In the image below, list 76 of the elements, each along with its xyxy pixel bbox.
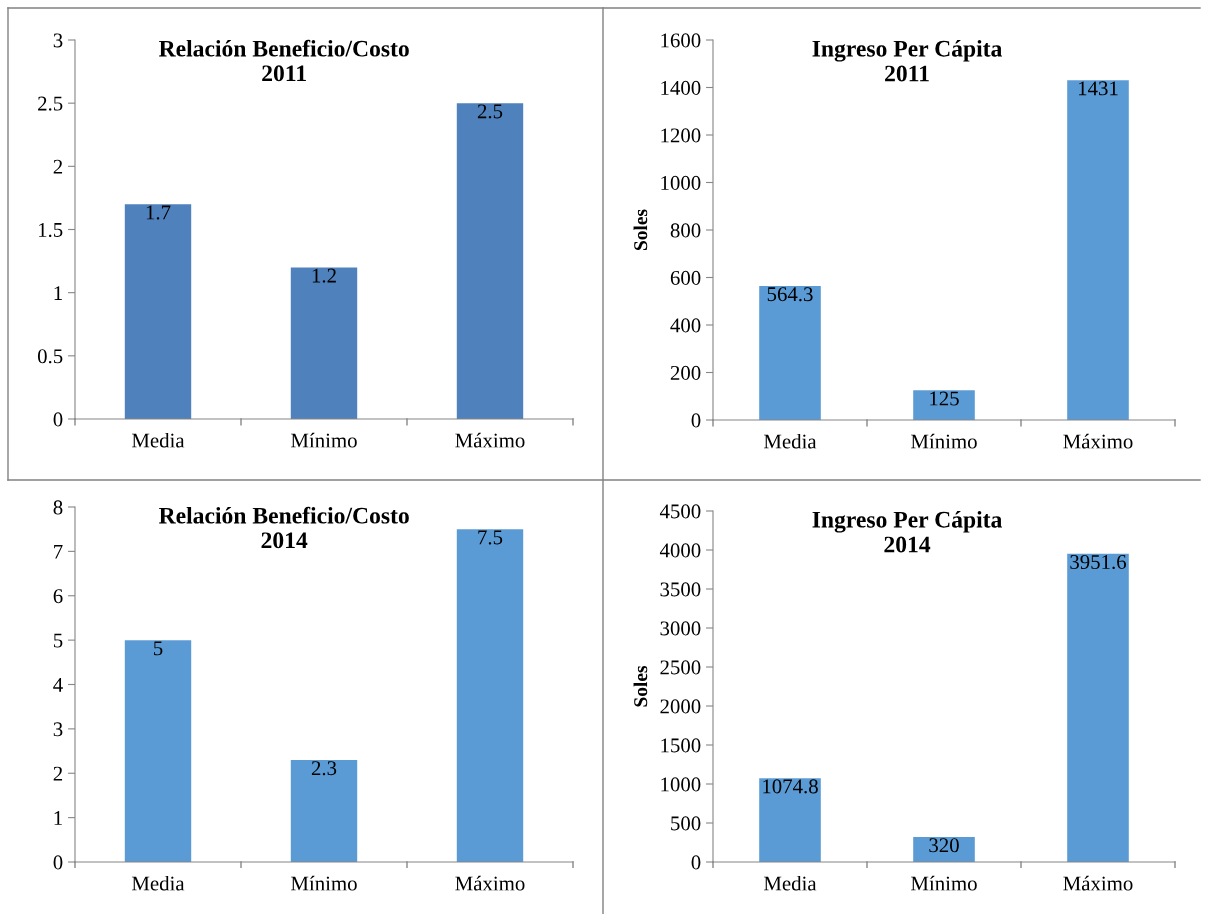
bar bbox=[290, 267, 358, 419]
y-tick-label: 1400 bbox=[661, 80, 701, 95]
y-tick-label: 4000 bbox=[659, 543, 701, 558]
data-label: 564.3 bbox=[767, 287, 813, 302]
chart-title: Relación Beneficio/Costo 2014 bbox=[158, 506, 409, 549]
bar bbox=[759, 778, 821, 862]
data-label: 1.7 bbox=[146, 205, 171, 220]
y-tick-label: 0.5 bbox=[37, 349, 63, 364]
y-tick-label: 1 bbox=[54, 286, 62, 300]
bar bbox=[290, 759, 358, 862]
y-tick-label: 3500 bbox=[660, 582, 701, 597]
bar bbox=[124, 204, 192, 419]
y-tick-label: 1 bbox=[54, 811, 62, 825]
y-tick-label: 1000 bbox=[661, 175, 701, 190]
chart-title: Ingreso Per Cápita 2011 bbox=[812, 40, 1003, 82]
y-tick-label: 0 bbox=[53, 855, 63, 870]
y-tick-label: 1200 bbox=[661, 128, 701, 143]
bar bbox=[1067, 553, 1129, 862]
data-label: 7.5 bbox=[478, 530, 503, 545]
y-tick-label: 2 bbox=[53, 159, 63, 174]
y-tick-label: 0 bbox=[53, 412, 63, 427]
data-label: 3951.6 bbox=[1070, 554, 1127, 570]
y-tick-label: 1500 bbox=[661, 738, 701, 753]
y-tick-label: 3000 bbox=[660, 621, 701, 636]
y-tick-label: 1.5 bbox=[38, 222, 63, 238]
y-tick-label: 2000 bbox=[660, 699, 701, 714]
y-tick-label: 2 bbox=[53, 766, 63, 781]
bar bbox=[456, 103, 524, 419]
y-tick-label: 7 bbox=[54, 544, 63, 559]
y-tick-label: 400 bbox=[670, 318, 701, 333]
bar bbox=[124, 640, 192, 862]
x-tick-label: Media bbox=[131, 432, 185, 448]
x-tick-label: Máximo bbox=[455, 875, 525, 891]
y-tick-label: 5 bbox=[53, 633, 63, 648]
x-tick-label: Mínimo bbox=[291, 432, 357, 448]
bar bbox=[1067, 80, 1129, 420]
x-tick-label: Mínimo bbox=[291, 875, 357, 891]
data-label: 1.2 bbox=[312, 268, 336, 283]
y-tick-label: 3 bbox=[53, 722, 63, 737]
x-tick-label: Media bbox=[763, 875, 817, 891]
x-tick-label: Mínimo bbox=[911, 875, 977, 891]
x-tick-label: Máximo bbox=[455, 432, 525, 448]
y-tick-label: 3 bbox=[53, 33, 63, 48]
y-tick-label: 2.5 bbox=[38, 96, 63, 111]
data-label: 5 bbox=[154, 641, 163, 656]
bar bbox=[913, 390, 975, 420]
y-tick-label: 8 bbox=[53, 500, 63, 515]
x-tick-label: Mínimo bbox=[911, 433, 977, 449]
y-tick-label: 4 bbox=[53, 678, 63, 692]
chart-title: Ingreso Per Cápita 2014 bbox=[812, 511, 1003, 553]
data-label: 2.3 bbox=[311, 761, 337, 776]
x-tick-label: Máximo bbox=[1063, 875, 1133, 891]
data-label: 1431 bbox=[1079, 81, 1118, 96]
y-tick-label: 0 bbox=[691, 855, 701, 870]
y-axis-title: Soles bbox=[633, 209, 648, 251]
x-tick-label: Media bbox=[131, 875, 185, 891]
y-tick-label: 200 bbox=[670, 365, 701, 380]
y-tick-label: 500 bbox=[671, 816, 701, 831]
y-tick-label: 6 bbox=[53, 589, 63, 604]
data-label: 2.5 bbox=[477, 104, 503, 119]
y-tick-label: 4500 bbox=[659, 504, 701, 519]
bar bbox=[456, 529, 524, 862]
y-tick-label: 800 bbox=[670, 223, 701, 238]
y-tick-label: 1600 bbox=[661, 33, 701, 48]
y-tick-label: 600 bbox=[670, 270, 701, 285]
data-label: 125 bbox=[930, 391, 959, 406]
x-tick-label: Media bbox=[763, 433, 817, 449]
y-tick-label: 0 bbox=[691, 413, 701, 428]
bar bbox=[759, 285, 821, 420]
y-axis-title: Soles bbox=[633, 665, 648, 707]
data-label: 320 bbox=[929, 838, 959, 853]
y-tick-label: 1000 bbox=[661, 777, 701, 792]
data-label: 1074.8 bbox=[763, 779, 818, 794]
y-tick-label: 2500 bbox=[660, 660, 701, 675]
chart-title: Relación Beneficio/Costo 2011 bbox=[158, 39, 409, 82]
x-tick-label: Máximo bbox=[1063, 433, 1133, 449]
